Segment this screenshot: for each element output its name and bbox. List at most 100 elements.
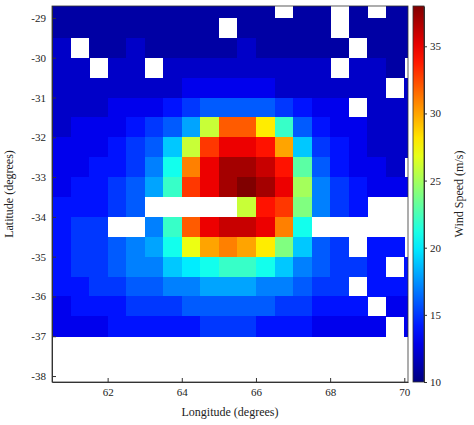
tick: -30 [31, 52, 56, 64]
cell [293, 277, 312, 297]
cell [200, 177, 219, 197]
cell [256, 197, 275, 217]
colorbar-axis: 101520253035 [424, 7, 442, 389]
cell [126, 197, 145, 217]
cell [367, 316, 386, 336]
cell [386, 296, 405, 316]
cell [52, 78, 71, 98]
cell [293, 98, 312, 118]
cell [182, 58, 201, 78]
cell [367, 98, 386, 118]
cell [52, 18, 71, 38]
cell [349, 197, 368, 217]
cell [256, 277, 275, 297]
cell [256, 58, 275, 78]
cell [126, 277, 145, 297]
cell [404, 78, 408, 98]
cell [386, 38, 405, 58]
cell [349, 78, 368, 98]
cell [52, 157, 71, 177]
cell [219, 58, 238, 78]
cell [237, 78, 256, 98]
cell [330, 137, 349, 157]
cell [219, 98, 238, 118]
cell [293, 78, 312, 98]
tick: 66 [251, 378, 263, 398]
cell [275, 296, 294, 316]
cell [163, 98, 182, 118]
cell [219, 296, 238, 316]
cell [275, 117, 294, 137]
cell [89, 217, 108, 237]
cell [200, 18, 219, 38]
tick-mark [330, 378, 331, 382]
cell [71, 78, 90, 98]
tick-label: 15 [430, 309, 442, 321]
cell [145, 237, 164, 257]
cell [367, 157, 386, 177]
tick-mark [52, 137, 56, 138]
cell [293, 237, 312, 257]
cell [89, 316, 108, 336]
cell [200, 137, 219, 157]
cell [237, 58, 256, 78]
cell [237, 217, 256, 237]
cell [145, 18, 164, 38]
colorbar-title: Wind Speed (m/s) [452, 151, 466, 238]
cell [312, 316, 331, 336]
cell [126, 78, 145, 98]
cell [200, 117, 219, 137]
cell [108, 157, 127, 177]
cell [89, 137, 108, 157]
cell [349, 316, 368, 336]
cell [52, 58, 71, 78]
tick-label: 25 [430, 175, 442, 187]
cell [404, 296, 408, 316]
cell [256, 157, 275, 177]
tick-mark [424, 382, 427, 383]
cell [126, 117, 145, 137]
cell [367, 18, 386, 38]
cell [404, 277, 408, 297]
cell [145, 98, 164, 118]
tick-mark [52, 98, 56, 99]
cell [89, 117, 108, 137]
cell [275, 18, 294, 38]
tick-label: -35 [31, 251, 46, 263]
cell [237, 18, 256, 38]
cell [71, 296, 90, 316]
cell [182, 237, 201, 257]
cell [219, 316, 238, 336]
tick: 62 [103, 378, 114, 398]
cell [349, 296, 368, 316]
cell [275, 137, 294, 157]
cell [293, 316, 312, 336]
cell [145, 257, 164, 277]
cell [89, 277, 108, 297]
cell [52, 177, 71, 197]
cell [367, 58, 386, 78]
cell [200, 98, 219, 118]
cell [386, 117, 405, 137]
cell [182, 177, 201, 197]
tick-mark [52, 18, 56, 19]
tick: 35 [424, 40, 442, 52]
cell [200, 6, 219, 18]
tick: 20 [424, 242, 442, 254]
cell [126, 98, 145, 118]
cell [52, 277, 71, 297]
tick: 15 [424, 309, 442, 321]
tick: 70 [399, 378, 411, 398]
tick-mark [52, 257, 56, 258]
cell [367, 38, 386, 58]
tick-label: 20 [430, 242, 442, 254]
cell [219, 6, 238, 18]
cell [108, 98, 127, 118]
colorbar [413, 6, 424, 382]
cell [330, 177, 349, 197]
cell [200, 78, 219, 98]
cell [182, 117, 201, 137]
cell [108, 18, 127, 38]
cell [386, 177, 405, 197]
cell [237, 157, 256, 177]
